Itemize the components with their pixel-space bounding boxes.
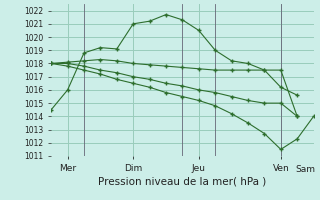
X-axis label: Pression niveau de la mer( hPa ): Pression niveau de la mer( hPa ) <box>98 177 267 187</box>
Text: Sam: Sam <box>295 165 316 174</box>
